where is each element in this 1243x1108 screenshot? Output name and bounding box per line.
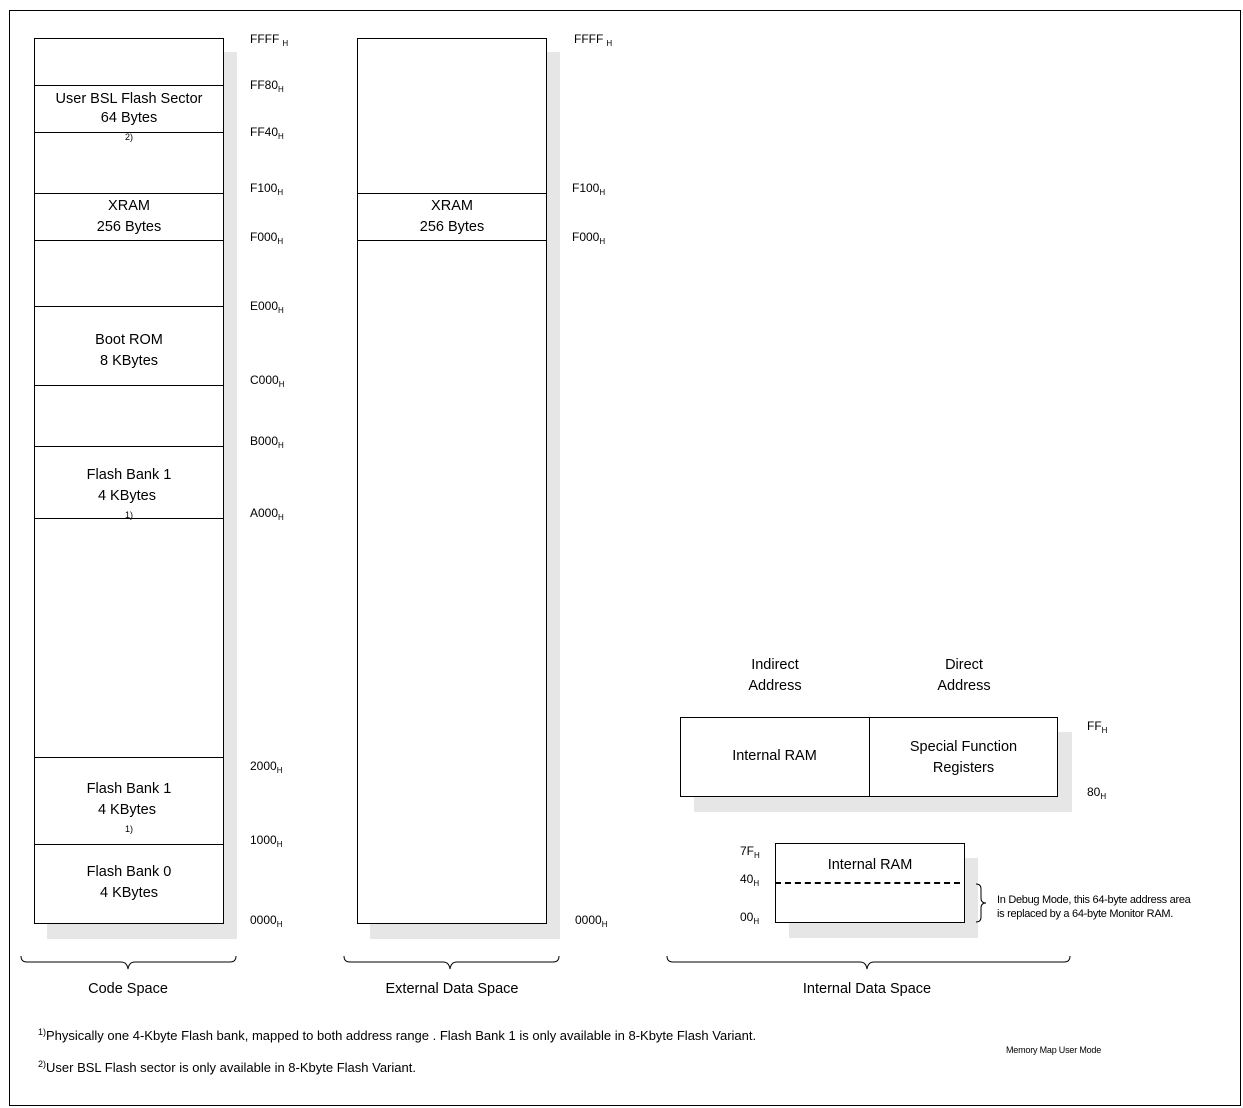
flash-bank-1-upper-block: Flash Bank 1 4 KBytes 1) xyxy=(34,465,224,528)
footnote-1: 1)Physically one 4-Kbyte Flash bank, map… xyxy=(38,1027,757,1043)
footnote-text: User BSL Flash sector is only available … xyxy=(46,1060,416,1075)
external-data-space-column xyxy=(357,38,547,924)
code-address: FF80H xyxy=(250,78,284,94)
debug-boundary-dashed-line xyxy=(775,882,960,884)
internal-address: 00H xyxy=(740,910,760,926)
footnote-mark: 1) xyxy=(38,1027,47,1037)
footnote-ref: 1) xyxy=(124,510,133,520)
code-address: F100H xyxy=(250,181,284,197)
external-address: F100H xyxy=(572,181,606,197)
code-divider xyxy=(34,518,224,519)
internal-data-space-caption: Internal Data Space xyxy=(802,981,932,997)
code-space-column xyxy=(34,38,224,924)
internal-address: 40H xyxy=(740,872,760,888)
code-divider xyxy=(34,132,224,133)
block-title: User BSL Flash Sector xyxy=(55,91,203,107)
upper-box-divider xyxy=(869,717,870,797)
block-size: 8 KBytes xyxy=(99,353,159,369)
block-size: 4 KBytes 1) xyxy=(34,800,224,842)
block-title: XRAM xyxy=(108,198,150,214)
block-title: XRAM xyxy=(431,198,473,214)
block-title: Boot ROM xyxy=(95,332,163,348)
footnote-ref: 2) xyxy=(124,132,133,142)
lower-internal-ram-label: Internal RAM xyxy=(827,857,913,873)
code-divider xyxy=(34,385,224,386)
block-size: 4 KBytes xyxy=(99,885,159,901)
footnote-2: 2)User BSL Flash sector is only availabl… xyxy=(38,1059,416,1075)
external-address: 0000H xyxy=(575,913,608,929)
code-divider xyxy=(34,446,224,447)
code-space-brace xyxy=(20,955,237,970)
external-xram-block: XRAM 256 Bytes xyxy=(357,196,547,238)
code-xram-block: XRAM 256 Bytes xyxy=(34,196,224,238)
code-address: C000H xyxy=(250,373,285,389)
block-size: 4 KBytes 1) xyxy=(34,486,224,528)
code-divider xyxy=(34,85,224,86)
external-address: F000H xyxy=(572,230,606,246)
external-address: FFFF H xyxy=(574,32,613,48)
footnote-mark: 2) xyxy=(38,1059,47,1069)
internal-address: FFH xyxy=(1087,719,1108,735)
code-address: FF40H xyxy=(250,125,284,141)
code-address: B000H xyxy=(250,434,284,450)
code-address: 1000H xyxy=(250,833,283,849)
code-divider xyxy=(34,844,224,845)
code-address: FFFF H xyxy=(250,32,289,48)
flash-bank-1-lower-block: Flash Bank 1 4 KBytes 1) xyxy=(34,779,224,842)
external-divider xyxy=(357,240,547,241)
figure-frame xyxy=(9,10,1241,1106)
special-function-registers-label: Special Function Registers xyxy=(909,739,1018,776)
external-data-space-brace xyxy=(343,955,560,970)
code-divider xyxy=(34,306,224,307)
block-title: Flash Bank 0 xyxy=(86,864,172,880)
footnote-ref: 1) xyxy=(124,824,133,834)
boot-rom-block: Boot ROM 8 KBytes xyxy=(34,330,224,372)
figure-label: Memory Map User Mode xyxy=(1006,1045,1102,1055)
indirect-address-header: Indirect Address xyxy=(748,657,802,694)
user-bsl-flash-sector-block: User BSL Flash Sector 64 Bytes 2) xyxy=(34,89,224,150)
upper-internal-ram-label: Internal RAM xyxy=(732,748,817,764)
block-title: Flash Bank 1 xyxy=(86,781,172,797)
direct-address-header: Direct Address xyxy=(937,657,991,694)
internal-address: 80H xyxy=(1087,785,1107,801)
footnote-text: Physically one 4-Kbyte Flash bank, mappe… xyxy=(46,1028,757,1043)
code-address: E000H xyxy=(250,299,284,315)
internal-data-space-brace xyxy=(666,955,1071,970)
code-address: F000H xyxy=(250,230,284,246)
code-address: A000H xyxy=(250,506,284,522)
block-title: Flash Bank 1 xyxy=(86,467,172,483)
external-data-space-caption: External Data Space xyxy=(385,981,519,997)
code-address: 2000H xyxy=(250,759,283,775)
code-address: 0000H xyxy=(250,913,283,929)
code-divider xyxy=(34,757,224,758)
block-size: 256 Bytes xyxy=(419,219,485,235)
debug-mode-note: In Debug Mode, this 64-byte address area… xyxy=(997,894,1191,920)
flash-bank-0-block: Flash Bank 0 4 KBytes xyxy=(34,862,224,904)
debug-note-brace xyxy=(975,883,987,923)
code-space-caption: Code Space xyxy=(88,981,168,997)
code-divider xyxy=(34,193,224,194)
internal-address: 7FH xyxy=(740,844,760,860)
code-divider xyxy=(34,240,224,241)
block-size: 256 Bytes xyxy=(96,219,162,235)
block-size: 64 Bytes 2) xyxy=(34,108,224,150)
external-divider xyxy=(357,193,547,194)
